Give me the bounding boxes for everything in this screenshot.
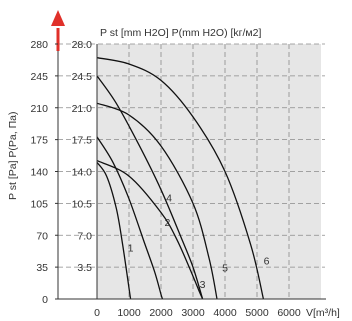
axis-titles: P st [Pa] P(Pa, Па) P st [mm H2O] P(mm H… <box>7 27 340 319</box>
curve-4 <box>96 75 204 300</box>
y-axis-title: P st [Pa] P(Pa, Па) <box>7 112 19 200</box>
y-tick-label-mm: 7.0 <box>77 230 92 242</box>
y-tick-label-pa: 280 <box>30 39 48 51</box>
curve-label-2: 2 <box>164 217 170 229</box>
curve-label-6: 6 <box>264 255 270 267</box>
y-tick-label-pa: 0 <box>42 294 48 306</box>
y-tick-label-pa: 175 <box>30 135 48 147</box>
curve-label-5: 5 <box>222 263 228 275</box>
curve-label-3: 3 <box>200 279 206 291</box>
x-tick-label: 2000 <box>149 307 173 319</box>
y-tick-label-mm: 14.0 <box>72 167 93 179</box>
y-tick-label-pa: 245 <box>30 71 48 83</box>
curve-6 <box>96 57 265 300</box>
top-axis-title: P st [mm H2O] P(mm H2O) [kг/м2] <box>100 27 261 39</box>
curve-labels: 1 2 3 4 5 6 <box>128 193 270 292</box>
x-tick-label: 0 <box>94 307 100 319</box>
curve-label-4: 4 <box>166 193 172 205</box>
y-tick-label-mm: 24.5 <box>72 71 93 83</box>
curve-label-1: 1 <box>128 243 134 255</box>
x-tick-label: 6000 <box>277 307 301 319</box>
curve-5 <box>96 102 218 300</box>
curve-2 <box>96 136 164 300</box>
y-tick-label-pa: 35 <box>36 262 48 274</box>
axes <box>57 44 326 300</box>
grid-lines <box>58 43 325 299</box>
curve-3 <box>96 160 204 300</box>
tick-labels: 035701051401752102452803.57.010.514.017.… <box>30 39 300 319</box>
y-tick-label-pa: 70 <box>36 230 48 242</box>
y-tick-label-mm: 3.5 <box>77 262 92 274</box>
y-tick-label-pa: 140 <box>30 167 48 179</box>
up-arrow-icon <box>51 10 65 51</box>
y-tick-label-mm: 28.0 <box>72 39 93 51</box>
y-tick-label-pa: 210 <box>30 103 48 115</box>
curves-layer <box>96 57 265 300</box>
x-tick-label: 4000 <box>213 307 237 319</box>
x-tick-label: 5000 <box>245 307 269 319</box>
y-tick-label-pa: 105 <box>30 198 48 210</box>
x-tick-label: 1000 <box>117 307 141 319</box>
x-axis-title: V[m³/h] <box>306 307 340 319</box>
y-tick-label-mm: 17.5 <box>72 135 93 147</box>
x-tick-label: 3000 <box>181 307 205 319</box>
y-tick-label-mm: 10.5 <box>72 198 93 210</box>
curve-1 <box>96 162 132 300</box>
y-tick-label-mm: 21.0 <box>72 103 93 115</box>
